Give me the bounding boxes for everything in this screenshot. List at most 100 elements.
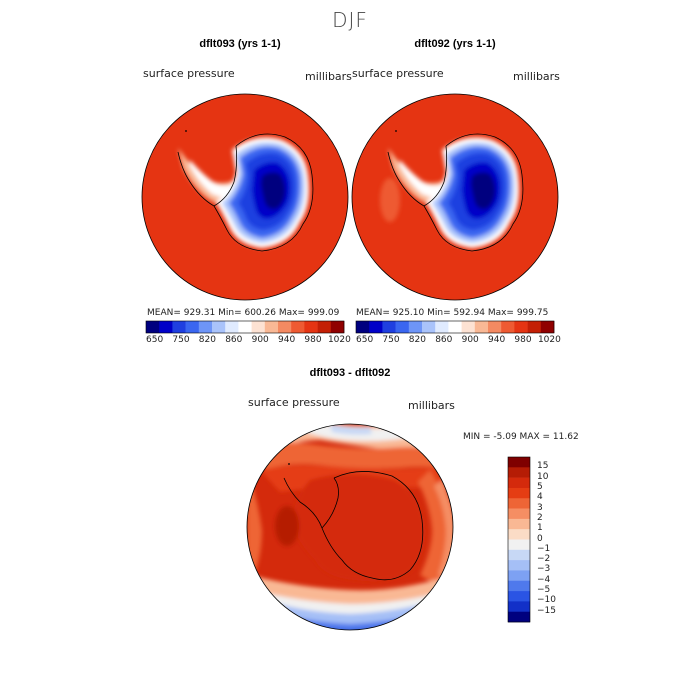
panel2-units-label: millibars	[513, 70, 560, 83]
panel2-coastline	[387, 133, 524, 252]
figure-title: DJF	[332, 8, 368, 32]
panel2-colorbar-frame	[355, 320, 555, 334]
panel1-colorbar-swatch	[238, 321, 252, 333]
panel3-colorbar-tick-label: −1	[537, 543, 551, 554]
panel1-colorbar-swatch	[278, 321, 292, 333]
panel1-colorbar-swatch	[330, 321, 345, 333]
panel2-colorbar-swatch	[435, 321, 449, 333]
panel3-colorbar-swatch	[508, 601, 530, 612]
panel3-colorbar-tick-label: −4	[537, 574, 551, 585]
panel1-contour-min	[261, 172, 286, 210]
panel2-colorbar-swatch	[527, 321, 542, 333]
panel3-colorbar-swatch	[508, 457, 530, 468]
panel1-map-border	[141, 93, 349, 301]
panel2-colorbar-tick-label: 650	[356, 335, 374, 345]
panel3-colorbar-swatch	[508, 487, 530, 499]
panel3-units-label: millibars	[408, 399, 455, 412]
panel3-max-blob	[275, 506, 299, 546]
panel2-colorbar-swatch	[514, 321, 528, 333]
panel1-colorbar	[145, 320, 345, 334]
panel3-variable-label: surface pressure	[248, 396, 340, 409]
panel2-colorbar	[355, 320, 555, 334]
panel1-colorbar-tick-label: 860	[225, 335, 243, 345]
panel3-colorbar-swatch	[508, 549, 530, 561]
panel3-colorbar-swatch	[508, 570, 530, 582]
panel2-colorbar-tick-label: 820	[408, 335, 426, 345]
panel1-colorbar-swatch	[146, 321, 160, 333]
panel3-colorbar-frame	[507, 456, 531, 623]
panel3-colorbar-swatch	[508, 467, 530, 478]
panel3-colorbar-tick-label: 3	[537, 502, 543, 513]
panel1-colorbar-swatch	[159, 321, 173, 333]
panel1-colorbar-swatch	[198, 321, 213, 333]
panel1-colorbar-swatch	[304, 321, 318, 333]
panel2-colorbar-tick-label: 1020	[537, 335, 561, 345]
panel3-map-border	[246, 423, 454, 631]
panel1-colorbar-swatch	[225, 321, 239, 333]
panel3-colorbar-swatch	[508, 611, 530, 623]
panel2-contour-min	[471, 172, 496, 210]
panel3-colorbar-tick-label: 2	[537, 512, 543, 523]
panel2-colorbar-swatch	[356, 321, 370, 333]
panel3-band-4	[255, 442, 453, 470]
panel2-colorbar-swatch	[408, 321, 423, 333]
panel1-colorbar-swatch	[212, 321, 226, 333]
panel2-colorbar-swatch	[501, 321, 515, 333]
panel2-colorbar-tick-label: 900	[461, 335, 479, 345]
panel3-colorbar-tick-label: 4	[537, 492, 543, 503]
panel3-bottom-cool2	[262, 612, 440, 630]
panel1-colorbar-tick-label: 820	[198, 335, 216, 345]
panel3-colorbar-tick-label: 15	[537, 461, 549, 472]
panel3-colorbar-swatch	[508, 591, 530, 602]
panel3-colorbar-swatch	[508, 529, 530, 540]
panel3-colorbar-tick-label: 0	[537, 533, 543, 544]
panel2-peninsula-white	[400, 160, 448, 198]
panel2-colorbar-tick-label: 750	[382, 335, 400, 345]
panel3-colorbar-tick-label: 1	[537, 523, 543, 534]
panel2-colorbar-tick-label: 860	[435, 335, 453, 345]
panel1-colorbar-tick-label: 1020	[327, 335, 351, 345]
panel3-continent-warm	[292, 474, 426, 582]
panel3-title: dflt093 - dflt092	[309, 367, 391, 379]
panel1-colorbar-tick-label: 980	[304, 335, 322, 345]
panel2-colorbar-swatch	[382, 321, 396, 333]
panel2-map-border	[351, 93, 559, 301]
panel1-colorbar-tick-label: 650	[146, 335, 164, 345]
panel1-title: dflt093 (yrs 1-1)	[199, 38, 281, 50]
panel3-colorbar	[507, 456, 531, 623]
panel3-colorbar-swatch	[508, 518, 530, 530]
panel3-colorbar-swatch	[508, 539, 530, 551]
panel3-colorbar-tick-label: 5	[537, 481, 543, 492]
panel2-colorbar-swatch	[540, 321, 555, 333]
panel3-colorbar-swatch	[508, 560, 530, 571]
panel3-colorbar-tick-label: 10	[537, 471, 549, 482]
panel1-stats: MEAN= 929.31 Min= 600.26 Max= 999.09	[147, 308, 340, 318]
panel2-warm-blob	[380, 178, 400, 222]
panel2-colorbar-tick-label: 940	[488, 335, 506, 345]
panel3-top-cool	[330, 424, 372, 435]
panel3-colorbar-tick-label: −3	[537, 564, 551, 575]
panel1-peninsula-white	[190, 160, 238, 198]
panel1-colorbar-tick-label: 900	[251, 335, 269, 345]
panel2-colorbar-tick-label: 980	[514, 335, 532, 345]
panel2-colorbar-swatch	[474, 321, 489, 333]
panel2-colorbar-swatch	[395, 321, 410, 333]
panel1-map	[142, 94, 348, 300]
panel3-colorbar-swatch	[508, 498, 530, 509]
panel3-colorbar-tick-label: −5	[537, 585, 551, 596]
panel1-colorbar-swatch	[172, 321, 186, 333]
panel2-colorbar-swatch	[488, 321, 502, 333]
panel3-map	[247, 424, 453, 630]
panel3-colorbar-swatch	[508, 580, 530, 592]
panel2-variable-label: surface pressure	[352, 67, 444, 80]
panel2-colorbar-swatch	[461, 321, 476, 333]
panel1-colorbar-tick-label: 750	[172, 335, 190, 345]
panel3-coastline	[283, 471, 424, 581]
panel3-stats: MIN = -5.09 MAX = 11.62	[463, 432, 579, 442]
panel2-colorbar-swatch	[422, 321, 436, 333]
panel1-colorbar-swatch	[264, 321, 279, 333]
panel2-map	[352, 94, 558, 300]
panel1-variable-label: surface pressure	[143, 67, 235, 80]
panel1-units-label: millibars	[305, 70, 352, 83]
